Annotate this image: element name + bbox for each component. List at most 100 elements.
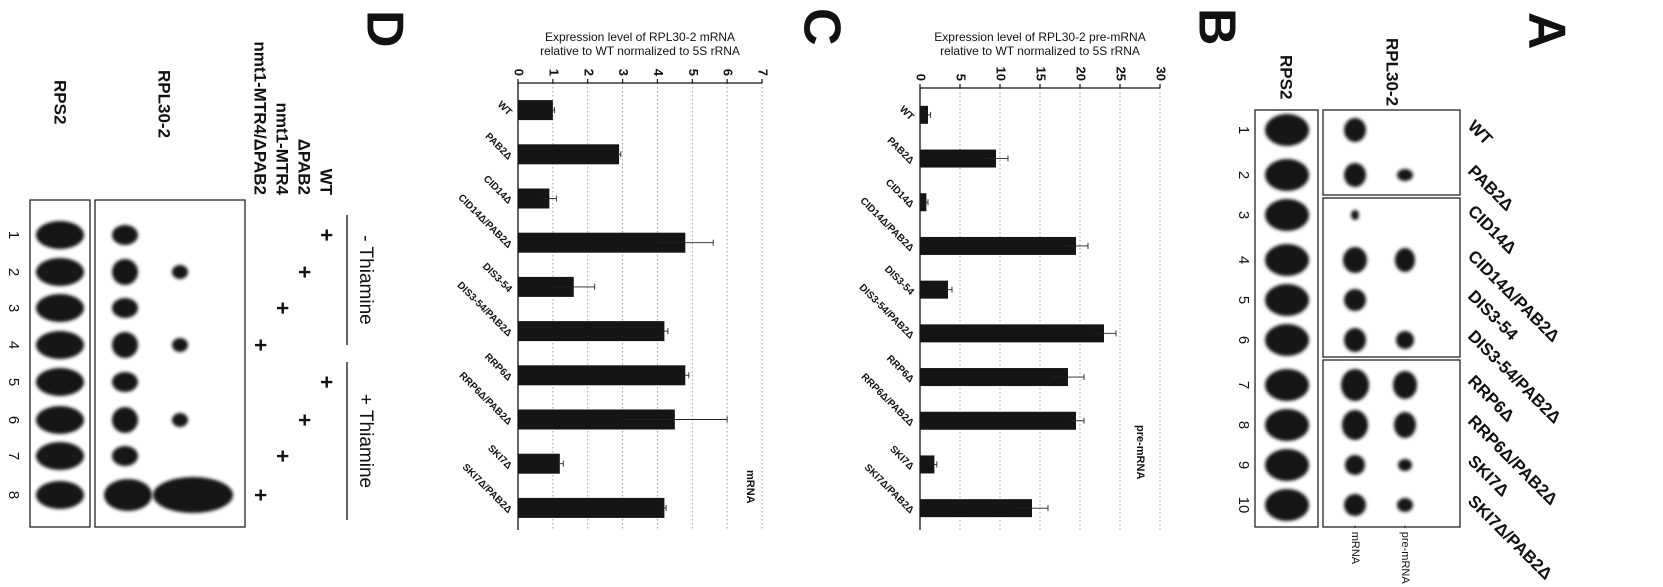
- y-tick-label: 3: [616, 69, 631, 76]
- y-tick-label: 0: [914, 74, 929, 81]
- genotype-label: WT: [317, 169, 336, 196]
- probe-label: RPL30-2: [155, 70, 174, 138]
- blot-spot: [1344, 494, 1366, 516]
- bar: [518, 321, 664, 341]
- page: { "panel_a": { "panel_label": "A", "prob…: [0, 0, 1663, 587]
- panel-letter: A: [1517, 12, 1575, 50]
- lane-number: 1: [1235, 126, 1252, 134]
- genotype-label: ΔPAB2: [295, 139, 314, 195]
- strain-label: CID14Δ: [1464, 202, 1520, 258]
- lane-number: 3: [1235, 211, 1252, 219]
- x-tick-label: RRP6Δ: [482, 352, 514, 384]
- blot-spot: [1343, 247, 1367, 273]
- x-tick-label: SKI7Δ: [887, 444, 916, 473]
- x-tick-label: DIS3-54: [480, 261, 514, 295]
- plus-sign: +: [292, 414, 317, 427]
- blot-spot: [1341, 369, 1369, 401]
- y-tick-label: 1: [546, 69, 561, 76]
- bar: [518, 365, 685, 385]
- probe-label: RPL30-2: [1383, 38, 1402, 106]
- lane-number: 7: [5, 452, 22, 460]
- blot-spot: [1395, 248, 1415, 272]
- band-label: - mRNA: [1349, 525, 1361, 565]
- genotype-label: nmt1-MTR4: [273, 102, 292, 195]
- blot-frame: [1323, 110, 1460, 195]
- strain-label: SKI7Δ/PAB2Δ: [1464, 492, 1556, 584]
- blot-spot: [1351, 210, 1359, 220]
- blot-spot: [1265, 114, 1309, 146]
- y-tick-label: 7: [756, 69, 771, 76]
- blot-spot: [1342, 410, 1368, 440]
- blot-spot: [172, 265, 188, 279]
- lane-number: 3: [5, 304, 22, 312]
- bar: [920, 237, 1076, 255]
- y-tick-label: 15: [1034, 67, 1049, 81]
- blot-spot: [1265, 449, 1309, 481]
- y-tick-label: 6: [721, 69, 736, 76]
- blot-spot: [172, 338, 188, 352]
- bar: [518, 144, 619, 164]
- bar: [518, 100, 553, 120]
- lane-number: 4: [1235, 256, 1252, 264]
- lane-number: 5: [5, 378, 22, 386]
- y-tick-label: 5: [954, 74, 969, 81]
- blot-spot: [36, 331, 84, 359]
- blot-spot: [112, 446, 138, 466]
- probe-label: RPS2: [1277, 55, 1296, 99]
- bar: [920, 499, 1032, 517]
- lane-number: 8: [5, 491, 22, 499]
- bar: [920, 368, 1068, 386]
- blot-spot: [153, 477, 233, 513]
- plus-sign: +: [248, 489, 273, 502]
- blot-spot: [36, 442, 84, 470]
- y-tick-label: 5: [686, 69, 701, 76]
- blot-frame: [95, 200, 245, 527]
- figure: ARPL30-2RPS21WT2PAB2Δ3CID14Δ4CID14Δ/PAB2…: [0, 0, 1663, 587]
- blot-spot: [36, 368, 84, 396]
- plus-sign: +: [270, 302, 295, 315]
- blot-spot: [1397, 498, 1413, 512]
- lane-number: 9: [1235, 461, 1252, 469]
- lane-number: 7: [1235, 381, 1252, 389]
- blot-spot: [1344, 163, 1366, 187]
- blot-spot: [36, 406, 84, 434]
- bar: [518, 454, 560, 474]
- lane-number: 2: [1235, 171, 1252, 179]
- blot-spot: [1345, 455, 1365, 475]
- x-tick-label: DIS3-54: [882, 264, 916, 298]
- plus-sign: +: [270, 450, 295, 463]
- blot-spot: [1397, 169, 1413, 181]
- y-axis-title: Expression level of RPL30-2 mRNA: [545, 30, 735, 44]
- blot-spot: [1394, 412, 1416, 438]
- blot-spot: [1265, 284, 1309, 316]
- blot-spot: [112, 225, 138, 245]
- plus-sign: +: [314, 376, 339, 389]
- x-tick-label: RRP6Δ: [884, 353, 916, 385]
- y-tick-label: 20: [1074, 67, 1089, 81]
- lane-number: 1: [5, 231, 22, 239]
- blot-spot: [112, 372, 138, 392]
- lane-number: 5: [1235, 296, 1252, 304]
- lane-number: 4: [5, 341, 22, 349]
- x-tick-label: PAB2Δ: [885, 135, 916, 166]
- blot-spot: [36, 258, 84, 286]
- y-axis-title: Expression level of RPL30-2 pre-mRNA: [934, 30, 1145, 44]
- plus-sign: +: [314, 229, 339, 242]
- probe-label: RPS2: [51, 80, 70, 124]
- blot-spot: [112, 332, 138, 358]
- y-axis-title: relative to WT normalized to 5S rRNA: [940, 44, 1140, 58]
- blot-spot: [36, 221, 84, 249]
- x-tick-label: WT: [897, 104, 916, 123]
- y-tick-label: 10: [994, 67, 1009, 81]
- condition-label: - Thiamine: [355, 235, 376, 324]
- x-tick-label: CID14Δ: [883, 177, 916, 210]
- blot-spot: [1265, 369, 1309, 401]
- y-tick-label: 2: [581, 69, 596, 76]
- blot-frame: [1323, 198, 1460, 357]
- bar: [920, 324, 1104, 342]
- series-label: pre-mRNA: [1134, 425, 1146, 479]
- blot-spot: [1265, 159, 1309, 191]
- genotype-label: nmt1-MTR4/ΔPAB2: [251, 41, 270, 195]
- lane-number: 8: [1235, 421, 1252, 429]
